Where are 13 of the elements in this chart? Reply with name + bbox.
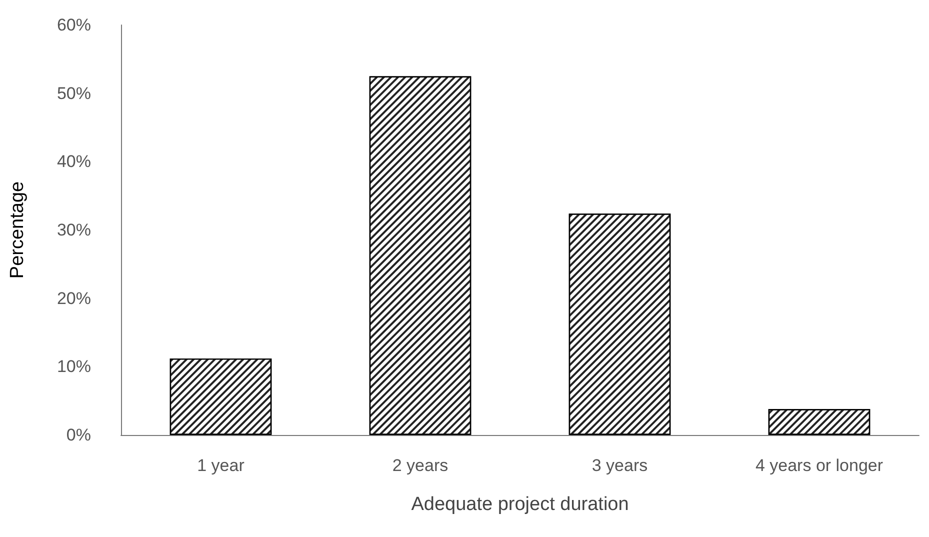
x-axis-title: Adequate project duration xyxy=(411,494,629,515)
y-tick-label: 10% xyxy=(56,357,91,376)
x-tick-label: 3 years xyxy=(592,456,648,475)
y-tick-label: 50% xyxy=(56,84,91,103)
y-tick-label: 20% xyxy=(56,288,91,308)
y-tick-label: 60% xyxy=(56,16,91,34)
x-tick-label: 2 years xyxy=(392,456,448,475)
x-tick-label: 4 years or longer xyxy=(755,456,884,475)
x-tick-label: 1 year xyxy=(197,456,245,475)
y-axis-title: Percentage xyxy=(7,181,28,279)
y-tick-label: 0% xyxy=(66,426,91,444)
y-tick-label: 30% xyxy=(56,220,91,240)
y-tick-label: 40% xyxy=(56,152,91,172)
